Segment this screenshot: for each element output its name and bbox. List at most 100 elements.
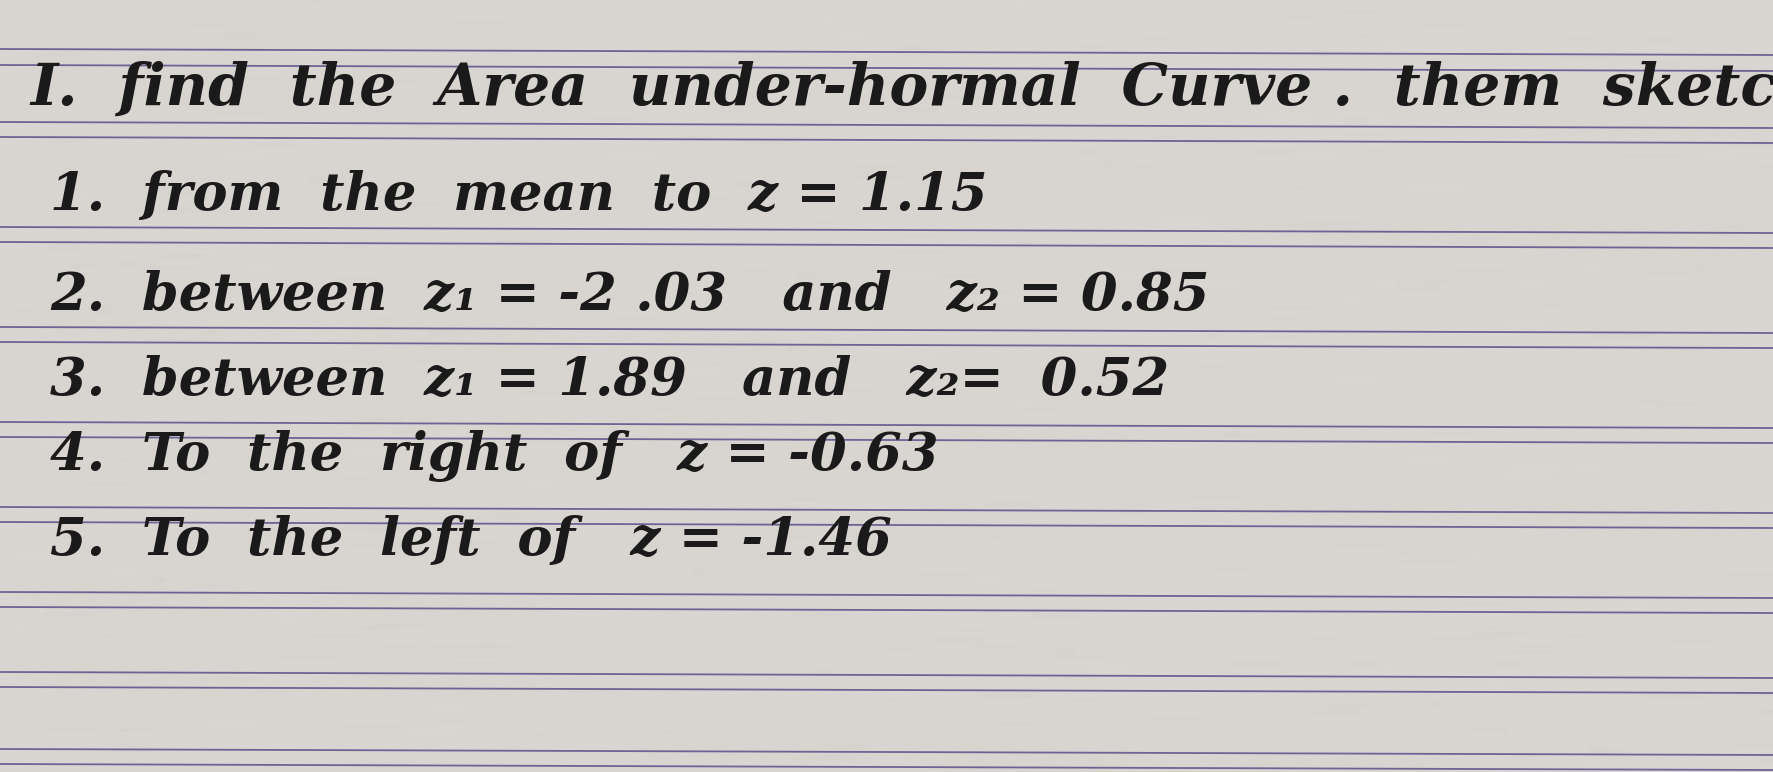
Bar <box>294 313 312 316</box>
Bar <box>1371 150 1385 152</box>
Bar <box>346 452 381 455</box>
Bar <box>1386 100 1402 103</box>
Bar <box>1429 638 1488 641</box>
Bar <box>1567 223 1587 224</box>
Bar <box>768 743 826 744</box>
Bar <box>576 367 606 369</box>
Bar <box>739 520 785 523</box>
Bar <box>156 261 186 264</box>
Bar <box>1482 5 1521 8</box>
Bar <box>982 463 1025 466</box>
Bar <box>493 28 539 32</box>
Bar <box>580 616 628 619</box>
Bar <box>328 335 344 338</box>
Bar <box>459 380 512 382</box>
Bar <box>250 563 303 566</box>
Bar <box>800 631 819 632</box>
Bar <box>1468 401 1504 405</box>
Bar <box>766 279 821 283</box>
Bar <box>920 520 972 523</box>
Bar <box>980 47 1030 49</box>
Bar <box>968 182 1002 185</box>
Bar <box>881 667 910 669</box>
Bar <box>1725 143 1773 145</box>
Bar <box>1133 768 1193 770</box>
Bar <box>505 198 528 201</box>
Bar <box>289 253 319 256</box>
Bar <box>280 655 337 658</box>
Bar <box>594 116 629 119</box>
Bar <box>897 235 936 236</box>
Bar <box>1351 662 1376 664</box>
Bar <box>431 486 457 489</box>
Bar <box>502 307 532 311</box>
Bar <box>456 19 504 23</box>
Bar <box>1507 506 1543 509</box>
Bar <box>980 694 1032 697</box>
Bar <box>44 342 85 344</box>
Bar <box>64 386 87 388</box>
Bar <box>530 584 557 586</box>
Bar <box>1431 0 1456 1</box>
Bar <box>1312 55 1326 56</box>
Bar <box>105 615 142 616</box>
Bar <box>1677 537 1716 540</box>
Bar <box>943 274 977 276</box>
Bar <box>1690 266 1706 269</box>
Bar <box>305 472 358 476</box>
Bar <box>1184 142 1239 144</box>
Bar <box>269 498 307 500</box>
Bar <box>348 529 397 533</box>
Bar <box>812 755 833 757</box>
Bar <box>1706 703 1757 706</box>
Bar <box>12 554 59 557</box>
Bar <box>271 239 284 241</box>
Bar <box>1574 465 1599 467</box>
Bar <box>1019 409 1060 411</box>
Bar <box>316 295 326 299</box>
Bar <box>225 674 264 676</box>
Bar <box>225 76 278 80</box>
Bar <box>1743 450 1773 454</box>
Bar <box>417 687 443 690</box>
Bar <box>908 422 954 424</box>
Bar <box>752 555 780 557</box>
Bar <box>1502 323 1543 324</box>
Bar <box>332 46 356 48</box>
Bar <box>1333 377 1379 380</box>
Bar <box>1608 509 1649 512</box>
Bar <box>484 531 502 534</box>
Bar <box>254 144 300 147</box>
Bar <box>931 54 989 56</box>
Bar <box>1353 33 1371 37</box>
Bar <box>1456 584 1482 586</box>
Bar <box>87 306 122 307</box>
Bar <box>560 670 605 672</box>
Bar <box>1255 150 1294 154</box>
Bar <box>1629 417 1668 422</box>
Bar <box>1082 6 1096 10</box>
Bar <box>1206 334 1218 337</box>
Bar <box>628 675 647 676</box>
Bar <box>174 558 204 559</box>
Bar <box>1332 543 1386 546</box>
Bar <box>1592 336 1649 337</box>
Bar <box>695 110 725 113</box>
Bar <box>1668 641 1709 643</box>
Bar <box>1094 714 1113 716</box>
Bar <box>745 474 801 476</box>
Bar <box>778 561 796 564</box>
Bar <box>275 301 309 303</box>
Bar <box>1757 164 1773 168</box>
Bar <box>188 294 234 298</box>
Bar <box>484 645 511 647</box>
Bar <box>300 48 319 49</box>
Bar <box>917 305 945 306</box>
Bar <box>28 403 48 407</box>
Bar <box>459 137 468 139</box>
Bar <box>755 516 791 519</box>
Bar <box>1271 424 1294 425</box>
Bar <box>12 310 35 312</box>
Bar <box>1215 630 1225 631</box>
Bar <box>807 95 842 98</box>
